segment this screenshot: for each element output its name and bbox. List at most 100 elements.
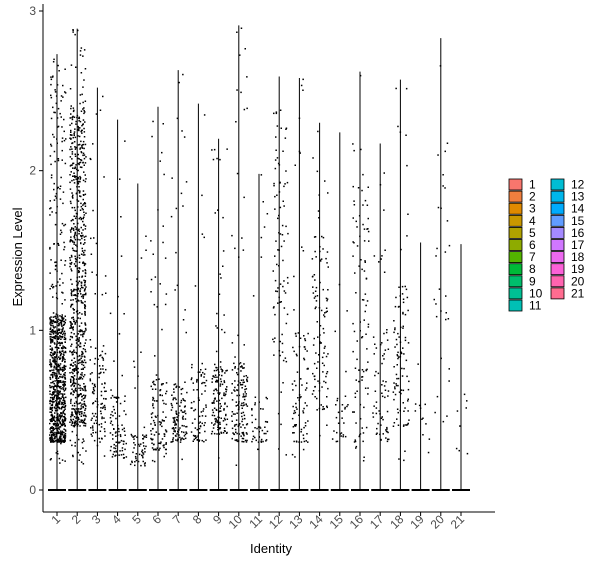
- point-2: [82, 101, 84, 104]
- point-2: [72, 197, 74, 199]
- point-9: [218, 416, 220, 419]
- point-17: [381, 384, 383, 386]
- point-3: [92, 209, 94, 212]
- point-2: [82, 86, 84, 88]
- point-1: [57, 419, 59, 421]
- point-13: [303, 358, 306, 361]
- point-1: [55, 379, 58, 381]
- point-3: [100, 426, 103, 428]
- point-3: [93, 439, 96, 442]
- point-18: [401, 375, 404, 377]
- point-2: [79, 330, 81, 333]
- point-10: [241, 366, 243, 368]
- point-2: [78, 135, 81, 138]
- point-2: [73, 116, 76, 118]
- point-2: [80, 295, 83, 298]
- point-7: [171, 441, 173, 443]
- point-7: [171, 394, 173, 396]
- point-1: [57, 364, 60, 366]
- point-2: [85, 178, 87, 180]
- point-9: [213, 424, 215, 426]
- point-14: [321, 235, 323, 238]
- point-14: [315, 306, 317, 308]
- legend-label-7: 7: [529, 250, 536, 264]
- point-2: [79, 361, 81, 364]
- point-2: [83, 127, 85, 130]
- point-16: [364, 293, 367, 295]
- point-10: [241, 407, 243, 409]
- point-1: [52, 371, 55, 374]
- point-18: [394, 386, 396, 388]
- point-4: [110, 420, 113, 422]
- point-5: [134, 461, 136, 463]
- point-9: [215, 381, 217, 383]
- point-7: [185, 431, 187, 433]
- point-1: [51, 339, 53, 341]
- point-20: [446, 415, 448, 417]
- point-3: [93, 422, 96, 425]
- point-2: [73, 349, 75, 351]
- point-18: [402, 347, 404, 349]
- point-6: [155, 374, 158, 376]
- point-19: [414, 410, 417, 412]
- point-1: [57, 125, 60, 128]
- point-13: [293, 410, 296, 412]
- point-2: [71, 206, 73, 209]
- point-8: [204, 415, 207, 417]
- point-2: [70, 424, 73, 426]
- point-2: [78, 120, 80, 122]
- point-1: [60, 433, 62, 436]
- point-1: [64, 368, 66, 370]
- point-9: [211, 409, 214, 411]
- point-3: [100, 371, 102, 374]
- point-1: [59, 315, 61, 317]
- point-2: [73, 375, 76, 377]
- point-16: [365, 304, 367, 307]
- point-18: [395, 384, 398, 387]
- legend-label-18: 18: [571, 250, 585, 264]
- point-2: [70, 299, 72, 301]
- point-4: [118, 430, 120, 433]
- point-2: [82, 335, 84, 338]
- point-16: [354, 272, 356, 274]
- point-17: [381, 362, 383, 365]
- point-1: [53, 434, 55, 436]
- point-2: [74, 257, 77, 260]
- point-7: [174, 397, 176, 399]
- point-2: [74, 368, 76, 370]
- point-1: [49, 317, 51, 319]
- point-14: [316, 367, 318, 369]
- point-4: [120, 255, 123, 257]
- point-2: [71, 290, 73, 293]
- legend-label-8: 8: [529, 262, 536, 276]
- point-1: [63, 354, 65, 356]
- point-2: [73, 320, 75, 323]
- point-2: [76, 276, 78, 279]
- point-2: [82, 262, 84, 264]
- point-1: [50, 316, 52, 318]
- point-6: [150, 278, 153, 281]
- point-2: [76, 412, 78, 414]
- point-2: [77, 383, 80, 386]
- point-12: [277, 162, 280, 165]
- point-1: [51, 439, 53, 442]
- point-8: [201, 415, 204, 417]
- point-14: [318, 354, 320, 356]
- point-2: [72, 290, 74, 292]
- point-11: [265, 439, 268, 441]
- point-11: [262, 201, 264, 203]
- point-9: [222, 250, 225, 252]
- point-13: [295, 335, 297, 337]
- point-12: [281, 224, 284, 227]
- point-1: [54, 326, 57, 328]
- point-1: [59, 421, 61, 423]
- point-10: [245, 403, 247, 406]
- point-1: [61, 149, 63, 152]
- point-1: [58, 331, 61, 334]
- point-2: [71, 444, 73, 447]
- point-2: [70, 254, 73, 257]
- point-3: [103, 397, 105, 400]
- point-7: [174, 430, 176, 433]
- point-2: [82, 364, 85, 367]
